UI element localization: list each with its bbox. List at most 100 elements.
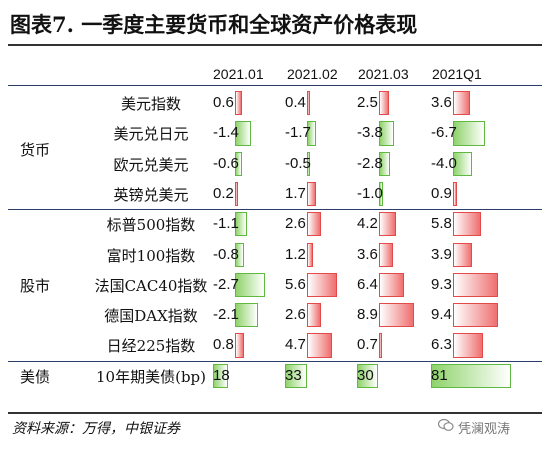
value-bar <box>453 151 473 176</box>
value-bar <box>453 121 486 146</box>
cell-value: -2.8 <box>357 154 383 172</box>
cell-value: -2.7 <box>213 275 239 293</box>
value-bar <box>307 181 317 207</box>
value-bar <box>379 333 382 358</box>
value-bar <box>307 272 337 298</box>
cell-value: 6.4 <box>357 275 378 293</box>
value-bar <box>453 181 458 207</box>
title-divider <box>8 44 542 46</box>
value-bar <box>235 91 242 116</box>
value-bar <box>453 212 481 237</box>
cell-value: 0.2 <box>213 184 234 202</box>
cell-value: -1.7 <box>285 124 311 142</box>
value-bar <box>307 121 317 146</box>
value-bar <box>379 91 389 116</box>
value-bar <box>453 303 498 328</box>
value-bar <box>235 212 248 237</box>
row-label: 德国DAX指数 <box>104 307 198 326</box>
value-bar <box>379 121 394 146</box>
value-bar <box>235 303 259 328</box>
cell-value: 33 <box>285 366 302 384</box>
cell-value: -6.7 <box>431 124 457 142</box>
cell-value: 3.6 <box>357 245 378 263</box>
cell-value: 81 <box>431 366 448 384</box>
cell-value: -1.0 <box>357 184 383 202</box>
group-divider <box>8 360 542 362</box>
cell-value: 18 <box>213 366 230 384</box>
value-bar <box>285 363 307 388</box>
row-label: 10年期美债(bp) <box>96 367 206 386</box>
cell-value: 0.4 <box>285 94 306 111</box>
value-bar <box>235 272 265 298</box>
value-bar <box>431 363 511 388</box>
row-label: 美元指数 <box>120 95 181 113</box>
cell-value: 0.7 <box>357 336 378 354</box>
value-bar <box>307 212 321 237</box>
cell-value: 0.8 <box>213 336 234 354</box>
cell-value: 8.9 <box>357 306 378 324</box>
cell-value: -4.0 <box>431 154 457 172</box>
value-bar <box>235 333 244 358</box>
cell-value: 2.6 <box>285 306 306 324</box>
value-bar <box>235 151 242 176</box>
cell-value: 2.6 <box>285 215 306 233</box>
header-divider <box>8 85 542 86</box>
column-header: 2021.01 <box>213 66 264 82</box>
value-bar <box>379 272 405 298</box>
value-bar <box>453 333 484 358</box>
cell-value: 3.9 <box>431 245 452 263</box>
value-bar <box>235 181 238 207</box>
value-bar <box>307 91 310 116</box>
row-label: 美元兑日元 <box>113 125 189 144</box>
column-header: 2021.03 <box>358 66 409 82</box>
value-bar <box>235 121 251 146</box>
row-label: 欧元兑美元 <box>113 155 189 174</box>
row-label: 标普500指数 <box>106 216 196 235</box>
cell-value: 4.7 <box>285 336 306 354</box>
cell-value: -3.8 <box>357 124 383 142</box>
column-header: 2021Q1 <box>432 66 482 82</box>
cell-value: 5.6 <box>285 275 306 293</box>
cell-value: 1.2 <box>285 245 306 263</box>
cell-value: 4.2 <box>357 215 378 233</box>
cell-value: 30 <box>357 366 374 384</box>
group-label: 美债 <box>20 367 51 386</box>
value-bar <box>235 242 244 267</box>
value-bar <box>453 272 498 298</box>
page-title: 图表7. 一季度主要货币和全球资产价格表现 <box>10 12 418 37</box>
group-label: 股市 <box>20 276 51 295</box>
cell-value: 2.5 <box>357 94 378 111</box>
value-bar <box>379 212 396 237</box>
cell-value: 0.9 <box>431 184 452 202</box>
cell-value: 9.4 <box>431 306 452 324</box>
cell-value: 9.3 <box>431 275 452 293</box>
wechat-icon <box>438 418 454 431</box>
watermark: 凭澜观涛 <box>458 422 511 437</box>
group-label: 货币 <box>20 140 51 159</box>
cell-value: 0.6 <box>213 94 234 111</box>
cell-value: 3.6 <box>431 94 452 111</box>
value-bar <box>453 91 471 116</box>
value-bar <box>379 303 414 328</box>
cell-value: -0.5 <box>285 154 311 172</box>
cell-value: 6.3 <box>431 336 452 354</box>
cell-value: -0.8 <box>213 245 239 263</box>
row-label: 法国CAC40指数 <box>94 276 208 295</box>
cell-value: 1.7 <box>285 184 306 202</box>
value-bar <box>307 242 314 267</box>
cell-value: -1.4 <box>213 124 239 142</box>
source-note: 资料来源：万得，中银证券 <box>12 421 180 437</box>
value-bar <box>453 242 472 267</box>
value-bar <box>379 242 394 267</box>
value-bar <box>379 151 390 176</box>
cell-value: 5.8 <box>431 215 452 233</box>
value-bar <box>357 363 378 388</box>
value-bar <box>307 303 321 328</box>
row-label: 英镑兑美元 <box>113 185 189 204</box>
group-divider <box>8 209 542 211</box>
row-label: 日经225指数 <box>106 337 196 356</box>
cell-value: -0.6 <box>213 154 239 172</box>
value-bar <box>307 333 333 358</box>
value-bar <box>379 181 383 207</box>
row-label: 富时100指数 <box>106 246 196 265</box>
